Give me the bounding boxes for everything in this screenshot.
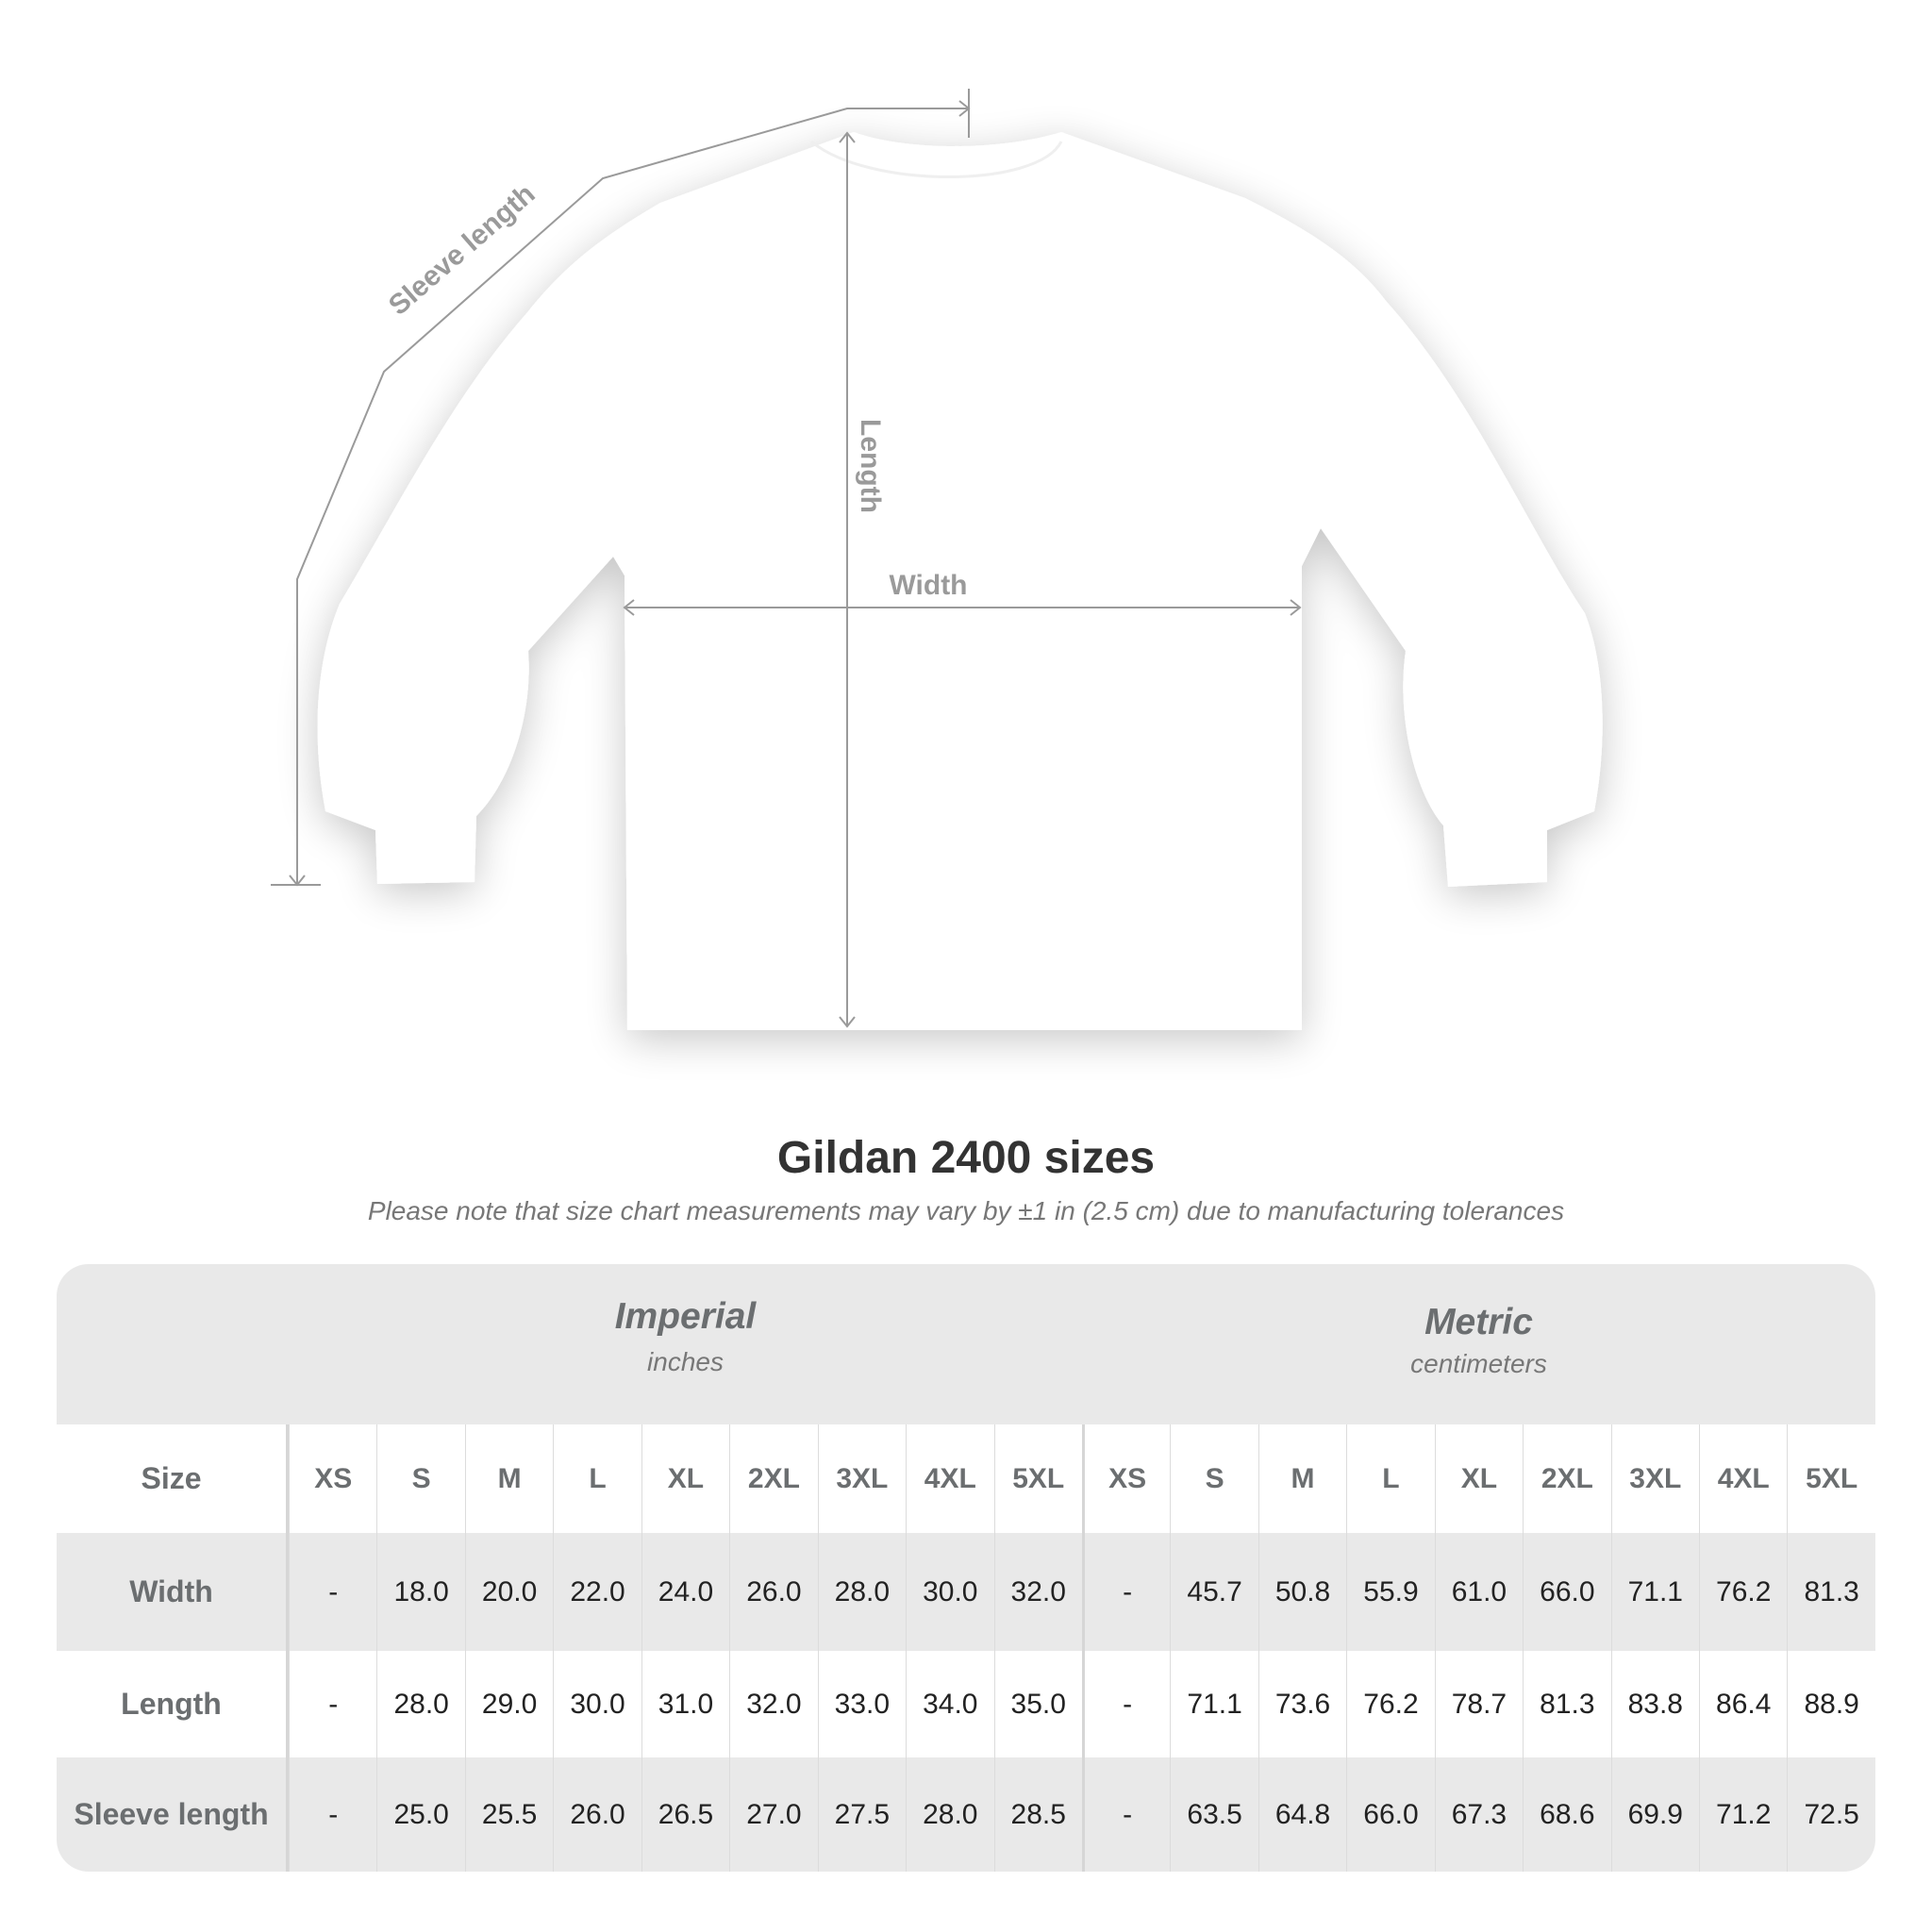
imperial-value-cell: 32.0 xyxy=(729,1651,817,1757)
metric-header: Metric centimeters xyxy=(1082,1264,1875,1424)
imperial-value-cell: - xyxy=(289,1533,376,1651)
imperial-value-cell: 28.0 xyxy=(817,1533,906,1651)
size-header-row: Size XS S M L XL 2XL 3XL 4XL 5XL XS S M L XL 2XL 3XL 4XL 5… xyxy=(57,1424,1875,1533)
length-measure-line xyxy=(839,131,856,1028)
imperial-value-cell: 32.0 xyxy=(993,1533,1082,1651)
imperial-value-cell: 28.0 xyxy=(906,1757,993,1872)
imperial-value-cell: 26.5 xyxy=(641,1757,729,1872)
metric-value-cell: - xyxy=(1081,1757,1170,1872)
row-label: Length xyxy=(57,1651,289,1757)
metric-value-cell: - xyxy=(1081,1651,1170,1757)
metric-value-cell: 81.3 xyxy=(1523,1651,1610,1757)
imperial-header: Imperial inches xyxy=(289,1264,1082,1424)
imperial-value-cell: 28.0 xyxy=(376,1651,464,1757)
metric-value-cell: 55.9 xyxy=(1346,1533,1434,1651)
imperial-value-cell: 27.5 xyxy=(817,1757,906,1872)
metric-value-cell: 63.5 xyxy=(1170,1757,1257,1872)
table-row: Length -28.0 29.0 30.0 31.0 32.0 33.0 34.0 35.0-… xyxy=(57,1651,1875,1757)
shirt-diagram: Sleeve length Length Width xyxy=(271,89,1603,1030)
imperial-value-cell: 33.0 xyxy=(817,1651,906,1757)
imperial-value-cell: - xyxy=(289,1757,376,1872)
width-measure-line xyxy=(623,599,1302,616)
metric-value-cell: 86.4 xyxy=(1699,1651,1787,1757)
size-header-xs: XS xyxy=(1081,1424,1170,1533)
size-header-5xl: 5XL xyxy=(993,1424,1082,1533)
sleeve-length-measure-line xyxy=(271,89,971,887)
metric-value-cell: 69.9 xyxy=(1610,1757,1699,1872)
imperial-value-cell: 25.0 xyxy=(376,1757,464,1872)
metric-value-cell: 66.0 xyxy=(1346,1757,1434,1872)
size-header-2xl: 2XL xyxy=(729,1424,817,1533)
size-header-l: L xyxy=(1346,1424,1434,1533)
metric-value-cell: 50.8 xyxy=(1257,1533,1346,1651)
size-chart-table: Imperial inches Metric centimeters Size X… xyxy=(57,1264,1875,1872)
tolerance-note: Please note that size chart measurements… xyxy=(367,1196,1565,1225)
metric-value-cell: 72.5 xyxy=(1787,1757,1874,1872)
metric-value-cell: 45.7 xyxy=(1170,1533,1257,1651)
size-header-xs: XS xyxy=(289,1424,376,1533)
size-header-s: S xyxy=(1170,1424,1257,1533)
sleeve-length-label: Sleeve length xyxy=(383,178,541,322)
size-header-xl: XL xyxy=(641,1424,729,1533)
imperial-value-cell: 29.0 xyxy=(464,1651,553,1757)
metric-value-cell: 64.8 xyxy=(1257,1757,1346,1872)
table-row: Sleeve length -25.0 25.5 26.0 26.5 27.0 27.5 28… xyxy=(57,1757,1875,1872)
imperial-value-cell: 26.0 xyxy=(729,1533,817,1651)
imperial-value-cell: - xyxy=(289,1651,376,1757)
imperial-unit: inches xyxy=(647,1347,724,1376)
metric-value-cell: 78.7 xyxy=(1434,1651,1523,1757)
metric-value-cell: 67.3 xyxy=(1434,1757,1523,1872)
size-header-3xl: 3XL xyxy=(817,1424,906,1533)
metric-value-cell: 68.6 xyxy=(1523,1757,1610,1872)
size-header-4xl: 4XL xyxy=(906,1424,993,1533)
table-row: Width -18.0 20.0 22.0 24.0 26.0 28.0 30.0 32.0-4… xyxy=(57,1533,1875,1651)
size-header-2xl: 2XL xyxy=(1523,1424,1610,1533)
size-header-m: M xyxy=(1257,1424,1346,1533)
metric-value-cell: 61.0 xyxy=(1434,1533,1523,1651)
size-header-5xl: 5XL xyxy=(1787,1424,1874,1533)
metric-value-cell: 71.1 xyxy=(1610,1533,1699,1651)
size-header-l: L xyxy=(553,1424,641,1533)
imperial-value-cell: 26.0 xyxy=(553,1757,641,1872)
imperial-value-cell: 31.0 xyxy=(641,1651,729,1757)
page-title: Gildan 2400 sizes xyxy=(776,1133,1156,1183)
row-label: Width xyxy=(57,1533,289,1651)
metric-value-cell: 71.1 xyxy=(1170,1651,1257,1757)
metric-value-cell: 66.0 xyxy=(1523,1533,1610,1651)
metric-value-cell: 76.2 xyxy=(1699,1533,1787,1651)
imperial-value-cell: 34.0 xyxy=(906,1651,993,1757)
imperial-value-cell: 27.0 xyxy=(729,1757,817,1872)
imperial-value-cell: 30.0 xyxy=(553,1651,641,1757)
imperial-label: Imperial xyxy=(614,1296,757,1337)
imperial-value-cell: 25.5 xyxy=(464,1757,553,1872)
metric-value-cell: 71.2 xyxy=(1699,1757,1787,1872)
long-sleeve-shirt-shape xyxy=(317,132,1603,1030)
metric-unit: centimeters xyxy=(1410,1349,1547,1378)
imperial-value-cell: 30.0 xyxy=(906,1533,993,1651)
size-label: Size xyxy=(57,1424,289,1533)
imperial-value-cell: 22.0 xyxy=(553,1533,641,1651)
imperial-value-cell: 35.0 xyxy=(993,1651,1082,1757)
imperial-value-cell: 20.0 xyxy=(464,1533,553,1651)
size-header-3xl: 3XL xyxy=(1610,1424,1699,1533)
size-header-xl: XL xyxy=(1434,1424,1523,1533)
size-header-m: M xyxy=(464,1424,553,1533)
metric-value-cell: 76.2 xyxy=(1346,1651,1434,1757)
size-header-4xl: 4XL xyxy=(1699,1424,1787,1533)
length-label: Length xyxy=(855,419,886,513)
size-header-s: S xyxy=(376,1424,464,1533)
metric-label: Metric xyxy=(1424,1302,1533,1342)
metric-value-cell: - xyxy=(1081,1533,1170,1651)
width-label: Width xyxy=(889,570,967,601)
imperial-value-cell: 24.0 xyxy=(641,1533,729,1651)
metric-value-cell: 73.6 xyxy=(1257,1651,1346,1757)
metric-value-cell: 81.3 xyxy=(1787,1533,1874,1651)
imperial-value-cell: 28.5 xyxy=(993,1757,1082,1872)
imperial-value-cell: 18.0 xyxy=(376,1533,464,1651)
metric-value-cell: 83.8 xyxy=(1610,1651,1699,1757)
metric-value-cell: 88.9 xyxy=(1787,1651,1874,1757)
row-label: Sleeve length xyxy=(57,1757,289,1872)
